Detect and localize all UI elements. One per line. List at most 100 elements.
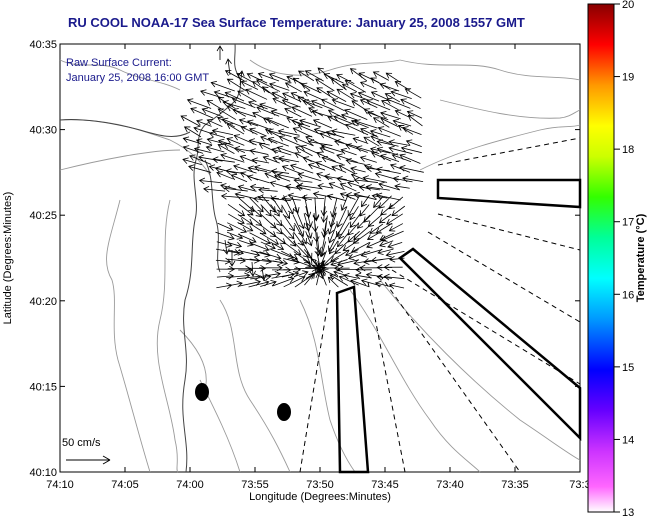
- current-vector: [333, 264, 350, 272]
- current-vector: [337, 266, 360, 273]
- current-vector: [249, 197, 264, 213]
- current-vector: [340, 148, 357, 156]
- current-vector: [283, 195, 294, 215]
- current-vector: [182, 136, 202, 145]
- current-vector: [369, 223, 384, 234]
- current-vector: [391, 153, 412, 163]
- current-vector: [293, 270, 309, 277]
- current-vector: [283, 275, 306, 288]
- current-vector: [380, 110, 401, 120]
- current-vector: [284, 82, 302, 93]
- current-vector: [186, 98, 212, 109]
- current-vector: [319, 146, 335, 154]
- colorbar-tick-label: 13: [622, 507, 634, 518]
- current-vector: [283, 266, 302, 274]
- current-vector: [307, 162, 326, 171]
- current-vector: [379, 82, 400, 92]
- current-vector: [374, 280, 393, 288]
- current-vector: [206, 118, 223, 128]
- current-vector: [387, 241, 403, 249]
- x-tick-label: 73:45: [371, 479, 399, 491]
- colorbar-tick-label: 14: [622, 434, 634, 446]
- current-vector: [319, 132, 345, 144]
- current-vector: [347, 222, 359, 236]
- current-vector: [328, 206, 337, 228]
- current-vector: [293, 251, 311, 264]
- beam-polygon-east: [436, 178, 582, 209]
- current-vector: [388, 145, 413, 155]
- current-vector: [325, 130, 345, 139]
- current-vector: [339, 182, 357, 192]
- current-vector: [233, 164, 257, 174]
- current-vector: [198, 177, 223, 185]
- annotation-line-1: Raw Surface Current:: [66, 57, 172, 69]
- current-vector: [237, 90, 257, 103]
- current-vector: [369, 129, 391, 138]
- current-vector: [215, 248, 241, 256]
- current-vector: [237, 221, 254, 232]
- current-vector: [227, 213, 245, 224]
- current-vector: [333, 115, 358, 127]
- current-vector: [228, 250, 236, 267]
- current-vector: [372, 71, 389, 81]
- current-vector: [270, 241, 285, 251]
- current-vector: [248, 138, 270, 146]
- current-vector: [336, 88, 357, 102]
- current-vector: [257, 71, 280, 82]
- bathymetry-contours: [59, 59, 581, 473]
- current-vector: [318, 268, 327, 286]
- current-vector: [253, 164, 278, 174]
- current-vector: [313, 127, 336, 136]
- current-vector: [258, 186, 278, 194]
- current-vector: [399, 164, 424, 173]
- y-axis: 40:10 40:15 40:20 40:25 40:30 40:35: [29, 39, 580, 479]
- current-vector: [267, 136, 289, 147]
- current-vector: [271, 91, 289, 101]
- current-vector: [372, 117, 390, 128]
- current-vector: [238, 203, 254, 216]
- current-vector: [180, 115, 201, 127]
- current-vector: [271, 147, 292, 156]
- current-vector: [238, 197, 255, 212]
- x-tick-label: 73:50: [306, 479, 334, 491]
- current-vector: [405, 139, 422, 147]
- current-vector: [366, 99, 391, 111]
- current-vector: [248, 100, 268, 110]
- current-vector: [200, 89, 223, 99]
- current-vector: [226, 137, 245, 146]
- current-vector: [383, 263, 403, 271]
- current-vector: [238, 70, 245, 86]
- current-vector: [249, 261, 256, 277]
- current-vector: [300, 82, 322, 94]
- current-vector: [281, 250, 299, 260]
- x-tick-label: 73:55: [241, 479, 269, 491]
- current-vector: [402, 126, 422, 135]
- current-vector: [345, 249, 359, 257]
- current-vector: [321, 222, 328, 238]
- current-vector: [206, 99, 224, 111]
- current-vector: [227, 241, 243, 249]
- current-vector: [223, 185, 248, 193]
- current-vector: [344, 80, 367, 93]
- y-tick-label: 40:35: [29, 39, 57, 51]
- current-vector: [270, 204, 280, 217]
- current-vector: [260, 204, 272, 217]
- current-vector: [329, 274, 348, 286]
- current-vector: [394, 109, 410, 118]
- current-vector: [217, 108, 237, 121]
- current-vector: [351, 242, 370, 253]
- current-vector: [259, 251, 282, 261]
- colorbar-tick-label: 16: [622, 289, 634, 301]
- current-vector: [385, 72, 401, 83]
- current-vector: [330, 259, 348, 267]
- current-vector: [375, 192, 401, 201]
- station-markers: [195, 383, 291, 421]
- current-vector: [378, 182, 401, 191]
- current-vector: [315, 78, 335, 92]
- current-vector: [363, 136, 380, 147]
- current-vector: [327, 212, 337, 235]
- current-vector: [379, 240, 394, 248]
- beam-polygon-south: [335, 285, 370, 474]
- x-axis-label: Longitude (Degrees:Minutes): [249, 491, 391, 503]
- current-vector: [303, 194, 312, 219]
